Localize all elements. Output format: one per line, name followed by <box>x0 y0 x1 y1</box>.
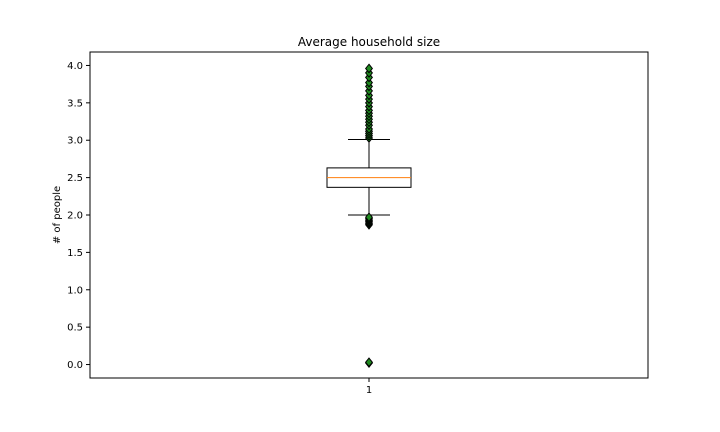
chart-title: Average household size <box>298 35 440 49</box>
outlier-point <box>364 63 374 74</box>
y-tick-label: 3.5 <box>67 98 83 109</box>
outlier-point <box>364 212 374 223</box>
x-tick-label: 1 <box>366 385 372 396</box>
y-axis-label: # of people <box>52 186 63 244</box>
y-tick-label: 0.0 <box>67 360 83 371</box>
y-tick-label: 2.5 <box>67 173 83 184</box>
y-tick-label: 3.0 <box>67 136 83 147</box>
y-tick-label: 2.0 <box>67 211 83 222</box>
outlier-point <box>364 357 374 368</box>
plot-area: 0.0 0.5 1.0 1.5 2.0 2.5 3.0 3.5 4.0 1 <box>67 51 649 396</box>
outlier-point <box>364 77 374 88</box>
y-tick-label: 1.0 <box>67 285 83 296</box>
y-tick-label: 4.0 <box>67 61 83 72</box>
y-tick-label: 0.5 <box>67 323 83 334</box>
y-tick-label: 1.5 <box>67 248 83 259</box>
